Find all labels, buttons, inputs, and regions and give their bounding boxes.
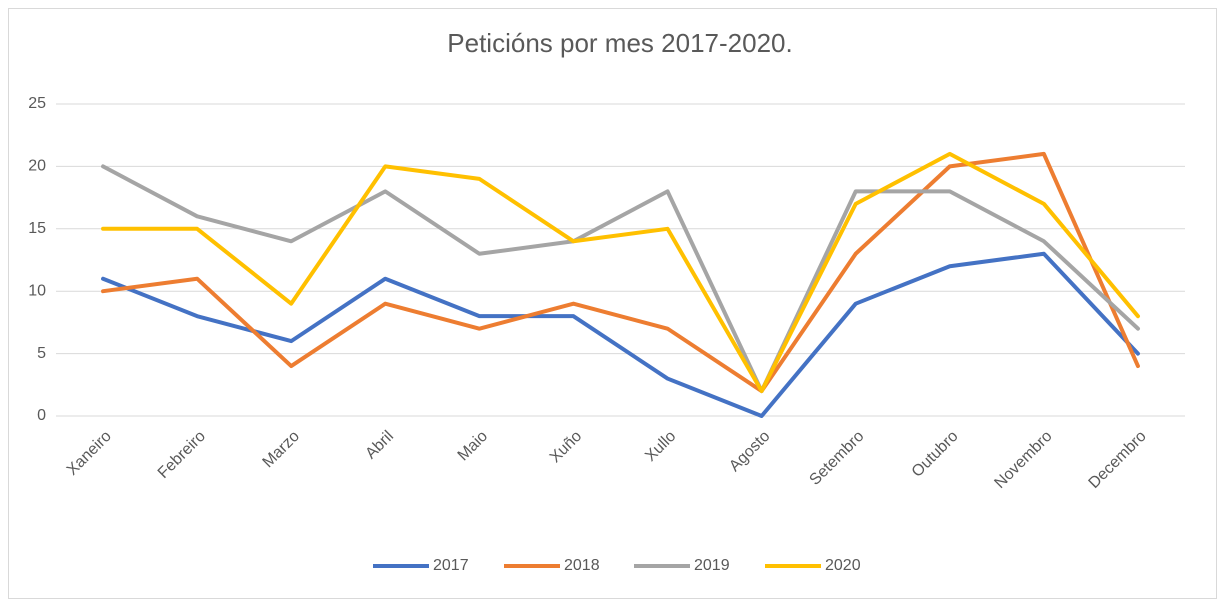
chart-border <box>8 8 1217 599</box>
legend-label: 2020 <box>825 557 861 574</box>
series-line <box>101 151 1140 394</box>
series-line <box>101 164 1140 394</box>
chart-title: Peticións por mes 2017-2020. <box>447 28 792 58</box>
legend-label: 2019 <box>694 557 730 574</box>
y-tick-label: 15 <box>28 220 46 237</box>
series-line <box>101 251 1140 418</box>
y-tick-label: 5 <box>37 345 46 362</box>
legend-label: 2018 <box>564 557 600 574</box>
y-tick-label: 25 <box>28 95 46 112</box>
y-tick-label: 10 <box>28 282 46 299</box>
y-tick-label: 20 <box>28 158 46 175</box>
y-tick-label: 0 <box>37 407 46 424</box>
legend-label: 2017 <box>433 557 469 574</box>
